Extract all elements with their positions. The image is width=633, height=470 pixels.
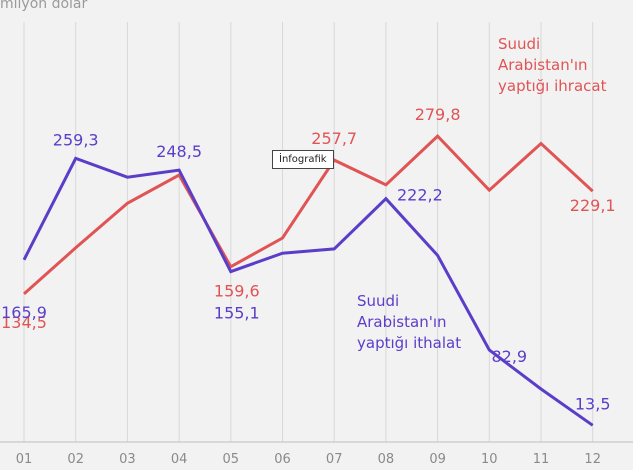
data-label: 165,9 xyxy=(1,303,47,322)
data-label: 155,1 xyxy=(214,304,260,323)
infografik-tooltip[interactable]: İnfografik xyxy=(272,150,334,169)
data-label: 222,2 xyxy=(397,186,443,205)
data-label: 82,9 xyxy=(491,347,527,366)
series-line-ithalat xyxy=(22,156,594,427)
data-label: 257,7 xyxy=(311,129,357,148)
x-tick-label: 04 xyxy=(171,452,188,467)
x-tick-label: 05 xyxy=(223,452,240,467)
series-annotation-line: yaptığı ihracat xyxy=(498,77,607,95)
x-tick-label: 12 xyxy=(584,452,601,467)
x-tick-label: 03 xyxy=(119,452,136,467)
x-tick-label: 01 xyxy=(16,452,33,467)
data-label: 259,3 xyxy=(53,130,99,149)
data-label: 134,5 xyxy=(1,313,47,332)
unit-label: milyon dolar xyxy=(0,0,88,12)
series-line-ihracat xyxy=(23,133,594,296)
data-label: 229,1 xyxy=(570,196,616,215)
x-tick-label: 06 xyxy=(274,452,291,467)
data-label: 13,5 xyxy=(575,394,611,413)
series-annotation-line: yaptığı ithalat xyxy=(357,334,461,352)
x-tick-label: 11 xyxy=(533,452,550,467)
series-annotation-line: Arabistan'ın xyxy=(498,56,588,74)
x-tick-label: 09 xyxy=(429,452,446,467)
x-tick-label: 02 xyxy=(67,452,84,467)
x-tick-label: 07 xyxy=(326,452,343,467)
series-annotation-line: Suudi xyxy=(498,35,540,53)
x-tick-label: 08 xyxy=(378,452,395,467)
series-annotation-line: Suudi xyxy=(357,292,399,310)
data-label: 248,5 xyxy=(156,142,202,161)
x-tick-label: 10 xyxy=(481,452,498,467)
series-annotation-line: Arabistan'ın xyxy=(357,313,447,331)
data-label: 159,6 xyxy=(214,282,260,301)
data-label: 279,8 xyxy=(415,105,461,124)
